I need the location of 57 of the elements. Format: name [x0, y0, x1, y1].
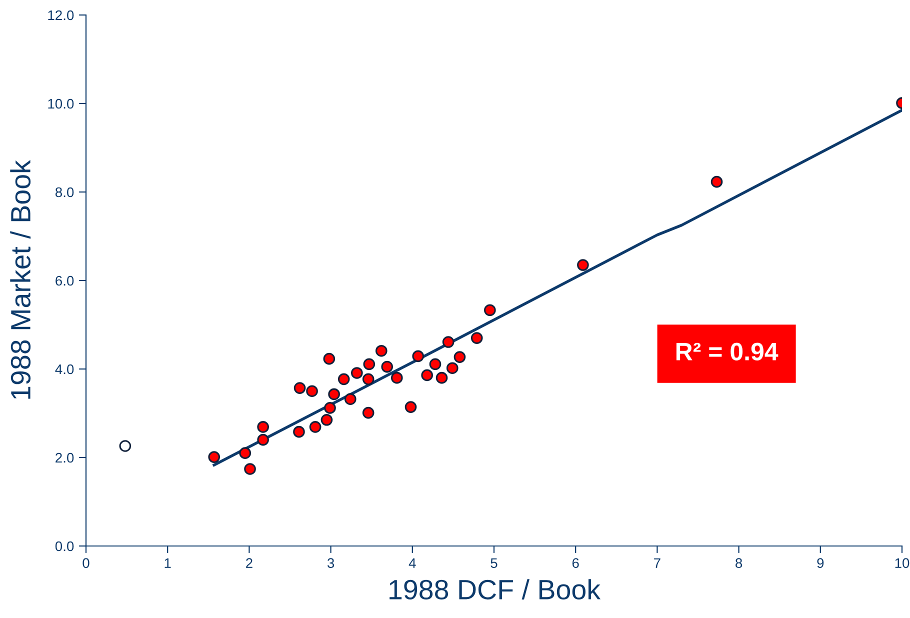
- point: [293, 426, 305, 438]
- point: [710, 176, 723, 188]
- x-tick-label: 0: [82, 558, 90, 568]
- point: [119, 440, 132, 452]
- point: [429, 358, 442, 370]
- x-tick-label: 2: [246, 558, 252, 568]
- y-tick-label: 10.0: [48, 98, 74, 109]
- point: [320, 414, 333, 426]
- x-tick-label: 8: [736, 558, 742, 568]
- y-tick-label: 2.0: [56, 452, 74, 463]
- point: [328, 388, 340, 400]
- point: [442, 336, 454, 348]
- point: [454, 351, 466, 363]
- y-tick-label: 8.0: [55, 187, 74, 198]
- annotation: R² = 0.94: [676, 342, 778, 360]
- point: [306, 385, 318, 398]
- y-tick-label: 12.0: [48, 10, 74, 20]
- point: [344, 393, 356, 406]
- x-axis-title: 1988 DCF / Book: [390, 579, 601, 600]
- point: [323, 352, 336, 365]
- point: [381, 360, 394, 373]
- point: [484, 304, 496, 316]
- x-tick-label: 1: [164, 558, 171, 568]
- x-tick-label: 3: [327, 558, 334, 568]
- point: [362, 406, 374, 419]
- x-tick-label: 10: [895, 558, 910, 568]
- point: [324, 402, 336, 414]
- x-tick-label: 5: [490, 558, 498, 568]
- point: [470, 332, 483, 344]
- x-tick-label: 7: [654, 558, 660, 568]
- point: [577, 259, 589, 271]
- point: [404, 401, 417, 413]
- point: [338, 373, 350, 386]
- point: [244, 463, 256, 475]
- point: [257, 434, 269, 446]
- point: [208, 451, 220, 463]
- y-tick-label: 6.0: [56, 276, 74, 286]
- point: [239, 447, 252, 459]
- x-tick-label: 4: [408, 558, 416, 568]
- point: [309, 421, 322, 433]
- y-tick-label: 4.0: [55, 364, 74, 374]
- point: [362, 373, 374, 386]
- point: [436, 372, 448, 384]
- point: [446, 362, 458, 374]
- point: [294, 382, 306, 394]
- x-tick-label: 9: [817, 558, 824, 568]
- point: [421, 369, 434, 382]
- point: [350, 367, 363, 379]
- y-tick-label: 0.0: [55, 541, 74, 552]
- point: [375, 344, 388, 357]
- line-series: [212, 108, 902, 466]
- y-axis-title: 1988 Market / Book: [10, 160, 31, 399]
- point: [363, 358, 376, 370]
- point: [257, 421, 269, 433]
- x-tick-label: 6: [572, 558, 579, 568]
- point: [412, 350, 424, 362]
- point: [390, 372, 403, 384]
